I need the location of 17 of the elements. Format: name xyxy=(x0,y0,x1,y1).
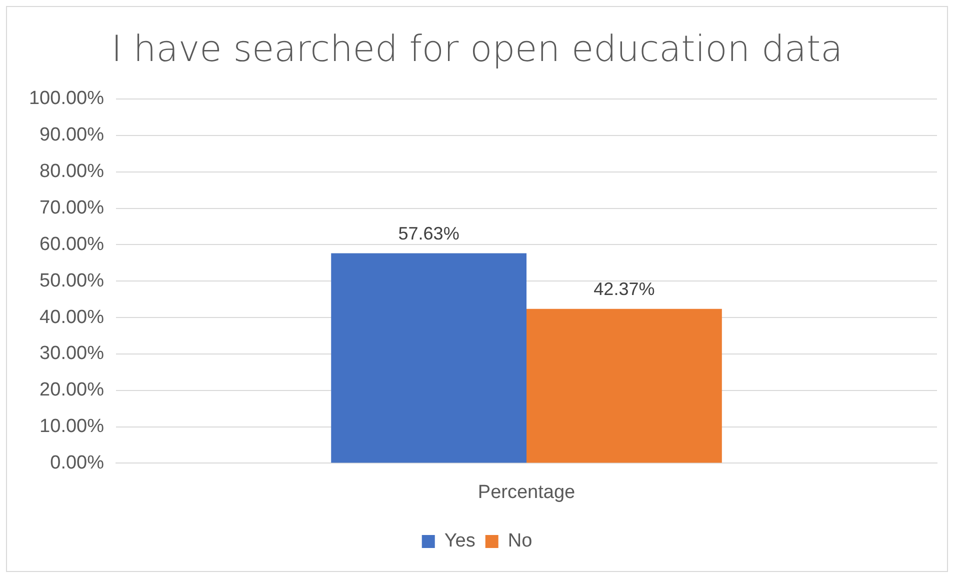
y-tick-label: 50.00% xyxy=(40,270,104,292)
data-label: 42.37% xyxy=(594,278,655,299)
y-tick-label: 10.00% xyxy=(40,416,104,438)
y-tick-label: 40.00% xyxy=(40,306,104,328)
y-tick-label: 30.00% xyxy=(40,343,104,364)
x-tick-label: Percentage xyxy=(478,482,576,503)
legend-label: No xyxy=(508,530,532,552)
data-label: 57.63% xyxy=(398,223,460,244)
y-tick-label: 80.00% xyxy=(40,161,104,182)
y-tick-label: 60.00% xyxy=(40,234,104,255)
legend-label: Yes xyxy=(444,530,476,552)
y-tick-label: 70.00% xyxy=(40,197,104,218)
chart-title: I have searched for open education data xyxy=(110,29,844,70)
y-tick-label: 90.00% xyxy=(40,124,104,146)
y-tick-label: 100.00% xyxy=(28,88,104,110)
y-tick-label: 0.00% xyxy=(50,452,104,474)
y-tick-label: 20.00% xyxy=(40,380,104,401)
